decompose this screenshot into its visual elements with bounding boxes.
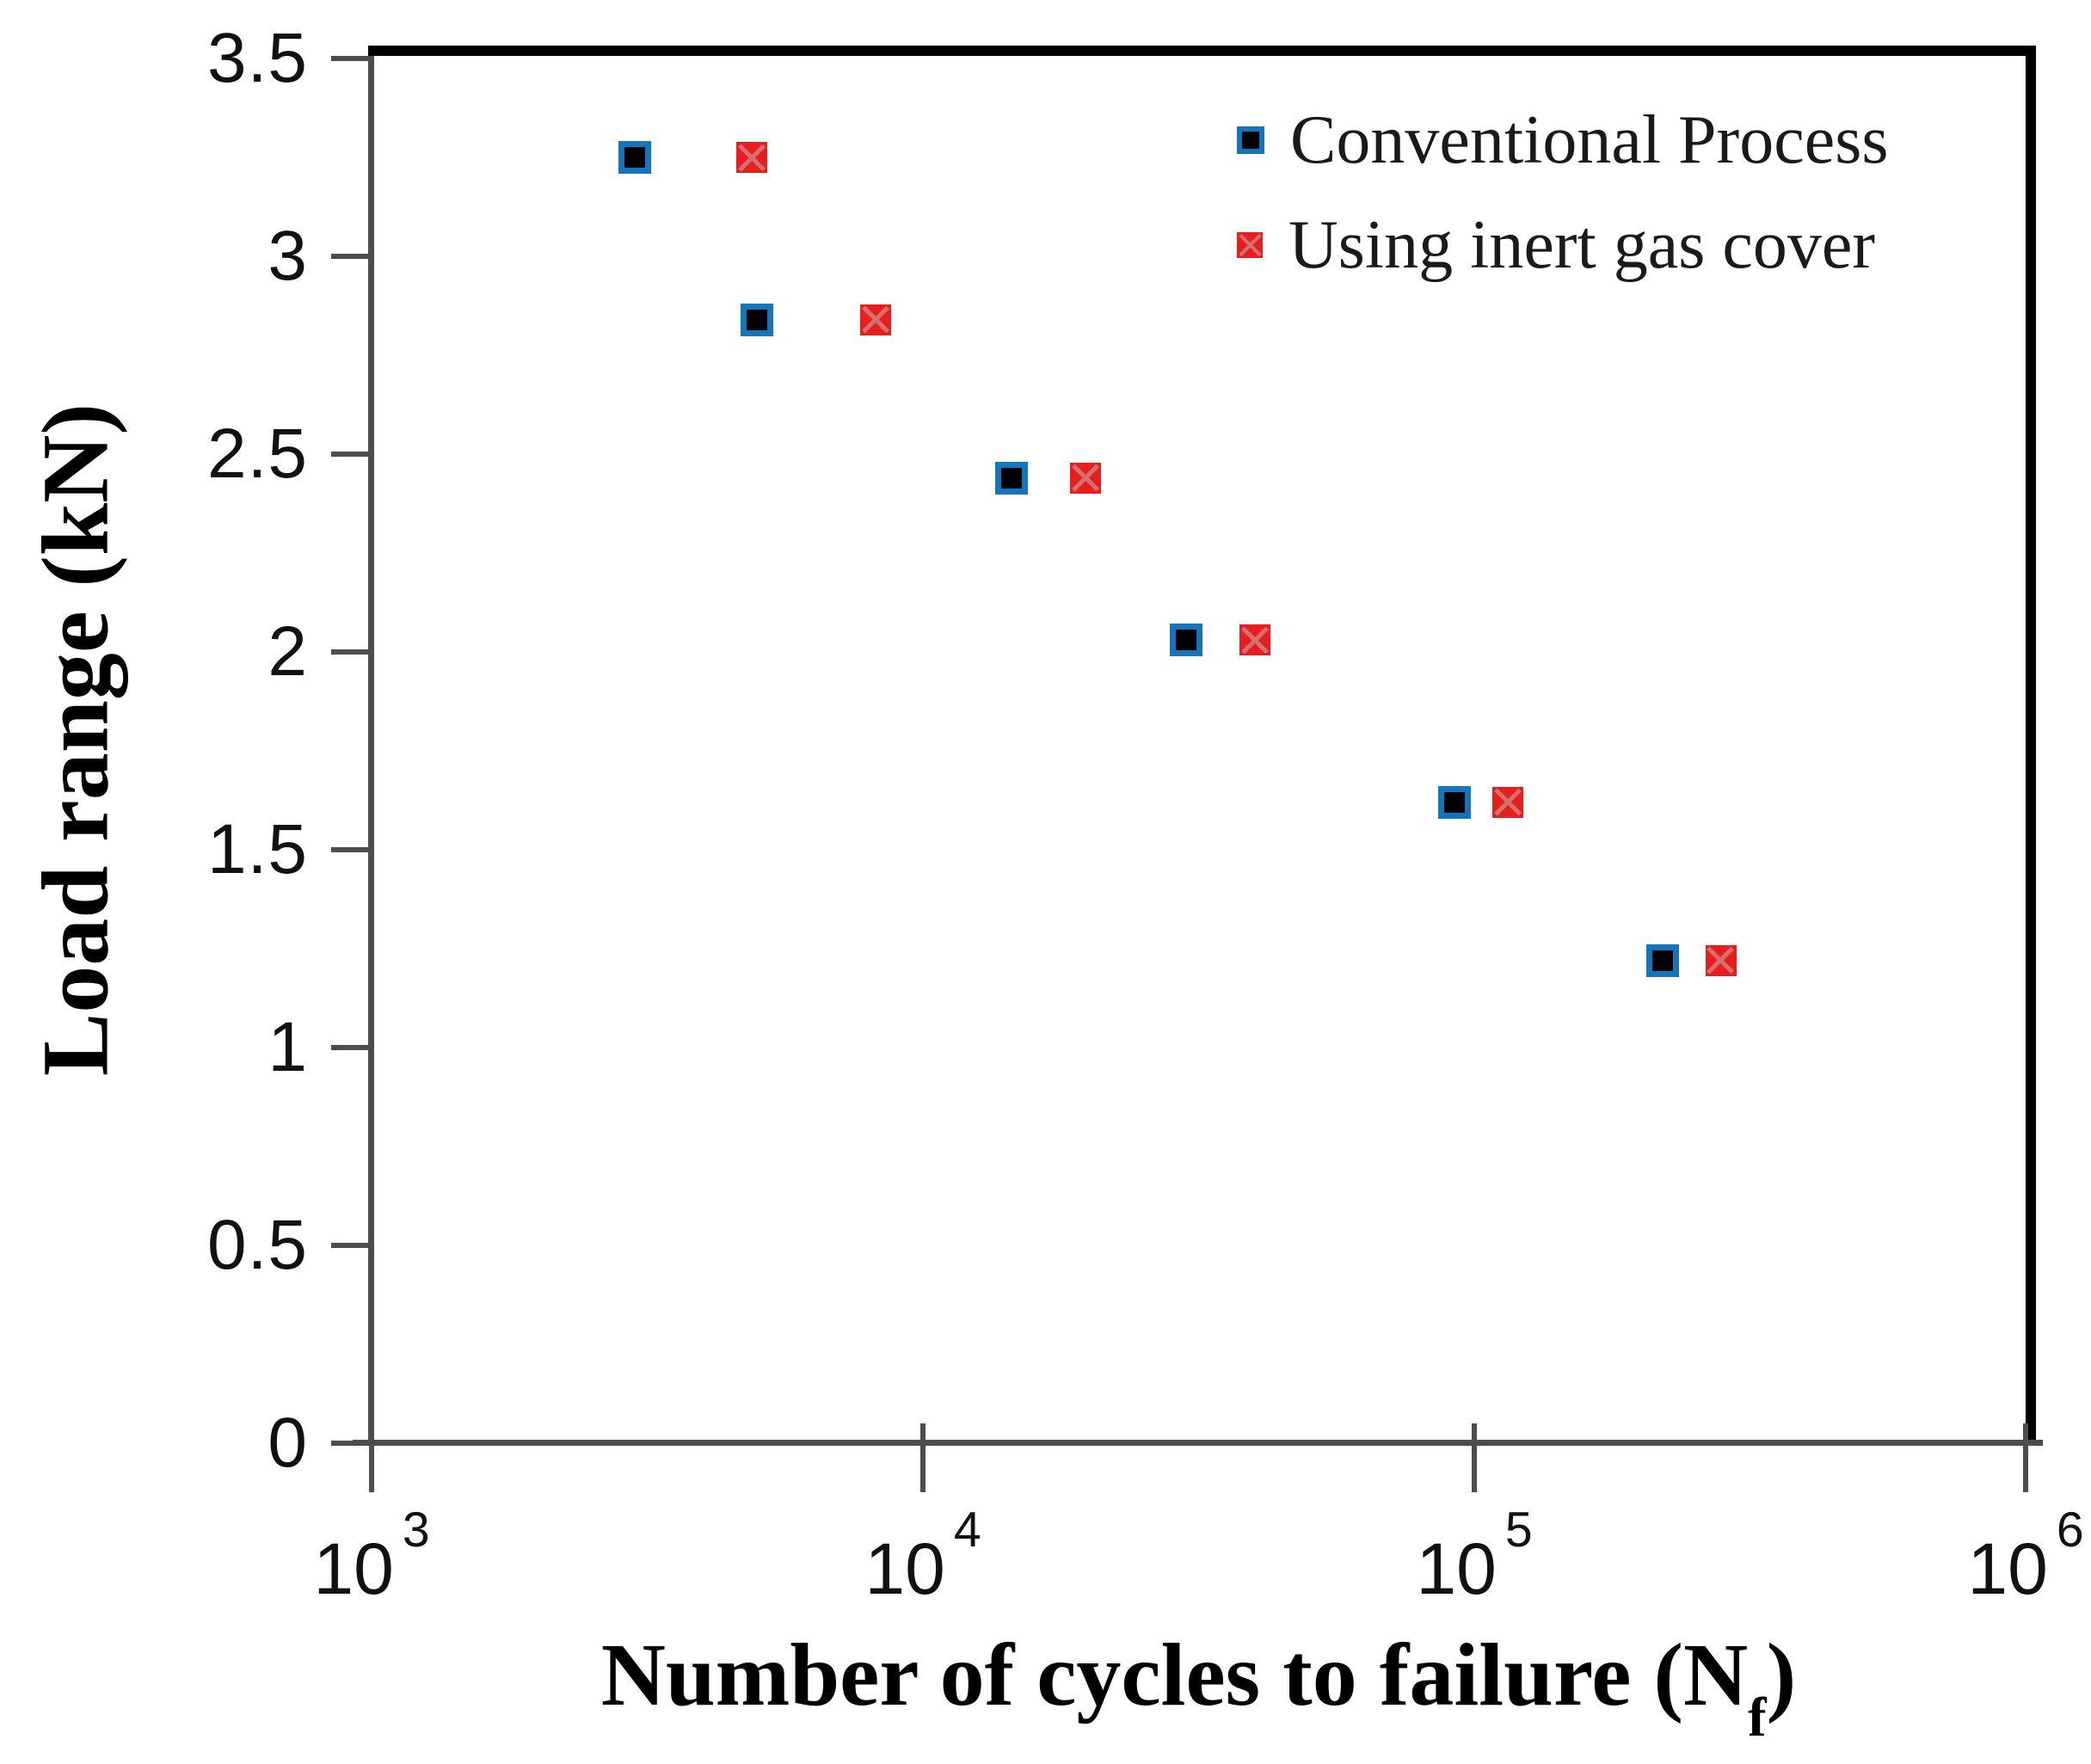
y-tick-label: 1.5 — [207, 810, 308, 888]
legend-marker-conventional-square-icon — [1237, 126, 1264, 154]
y-tick-label: 3 — [268, 217, 308, 295]
y-tick — [331, 847, 368, 852]
x-axis-title: Number of cycles to failure (Nf) — [600, 1626, 1797, 1748]
plot-border-top — [368, 46, 2036, 56]
x-tick-label-exponent: 5 — [1504, 1503, 1533, 1558]
y-tick — [331, 1441, 368, 1446]
x-tick — [2023, 1423, 2028, 1492]
plot-border-right — [2026, 46, 2036, 1446]
legend-item-conventional: Conventional Process — [1237, 101, 1888, 179]
x-tick — [920, 1423, 926, 1492]
legend-label: Using inert gas cover — [1288, 206, 1876, 283]
y-axis-title: Load range (kN) — [22, 403, 128, 1077]
y-tick — [331, 452, 368, 457]
y-tick-label: 3.5 — [207, 19, 308, 97]
x-tick-label-exponent: 6 — [2056, 1503, 2084, 1558]
x-tick-label-base: 10 — [1967, 1528, 2048, 1609]
data-point-conventional — [741, 303, 774, 336]
data-point-inert-gas — [1239, 624, 1270, 656]
y-tick — [331, 649, 368, 655]
x-tick-label-base: 10 — [313, 1528, 394, 1609]
x-tick-label-base: 10 — [1416, 1528, 1497, 1609]
y-tick — [331, 1045, 368, 1050]
data-point-conventional — [995, 461, 1029, 495]
x-tick-label: 10 4 — [864, 1503, 981, 1611]
data-point-inert-gas — [1705, 944, 1737, 976]
data-point-inert-gas — [736, 142, 768, 173]
y-tick-label: 0 — [268, 1404, 308, 1482]
x-tick-label: 10 6 — [1967, 1503, 2083, 1611]
y-tick-label: 0.5 — [207, 1206, 308, 1284]
data-point-conventional — [1646, 943, 1680, 977]
data-point-inert-gas — [1069, 462, 1101, 494]
x-tick-label-exponent: 4 — [953, 1503, 981, 1558]
x-tick — [1472, 1423, 1477, 1492]
y-axis-line — [368, 56, 374, 1446]
y-tick-label: 2 — [268, 612, 308, 691]
legend-item-inert-gas: Using inert gas cover — [1237, 206, 1875, 284]
x-tick — [369, 1423, 374, 1492]
legend-marker-inert-gas-square-x-icon — [1237, 232, 1263, 258]
x-tick-label-base: 10 — [864, 1528, 945, 1609]
x-tick-label: 10 5 — [1416, 1503, 1532, 1611]
y-tick — [331, 254, 368, 259]
data-point-inert-gas — [1491, 786, 1523, 818]
y-tick — [331, 1243, 368, 1248]
legend-label: Conventional Process — [1290, 101, 1889, 178]
x-axis-line — [353, 1440, 2043, 1446]
data-point-conventional — [1437, 785, 1471, 819]
y-tick — [331, 56, 368, 61]
x-tick-label: 10 3 — [313, 1503, 429, 1611]
y-tick-label: 1 — [268, 1008, 308, 1086]
data-point-conventional — [1169, 624, 1202, 657]
data-point-conventional — [618, 141, 651, 174]
data-point-inert-gas — [859, 304, 891, 335]
x-tick-label-exponent: 3 — [402, 1503, 430, 1558]
y-tick-label: 2.5 — [207, 415, 308, 493]
